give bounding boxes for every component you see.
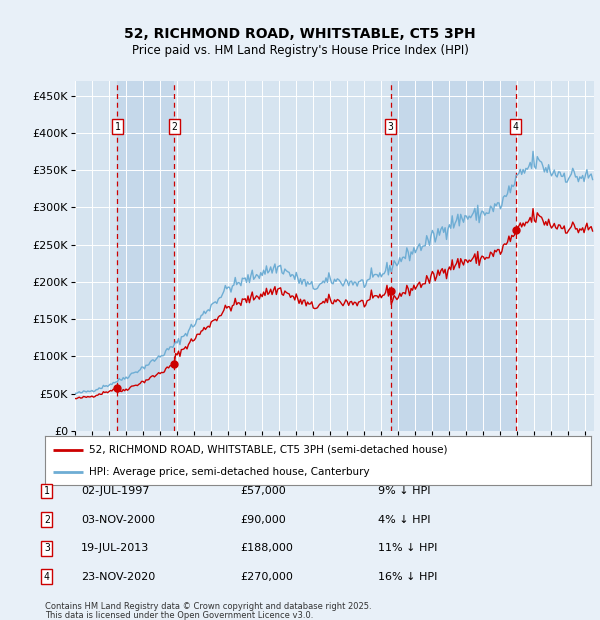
Text: 2: 2 <box>172 122 177 132</box>
Text: 2: 2 <box>44 515 50 525</box>
Bar <box>175 81 391 431</box>
Text: 03-NOV-2000: 03-NOV-2000 <box>81 515 155 525</box>
Text: 4% ↓ HPI: 4% ↓ HPI <box>378 515 431 525</box>
Bar <box>118 81 175 431</box>
Bar <box>515 81 594 431</box>
Text: £188,000: £188,000 <box>240 543 293 553</box>
Text: 1: 1 <box>44 486 50 496</box>
Text: 1: 1 <box>115 122 121 132</box>
Text: 4: 4 <box>44 572 50 582</box>
Text: 3: 3 <box>388 122 394 132</box>
Text: Contains HM Land Registry data © Crown copyright and database right 2025.: Contains HM Land Registry data © Crown c… <box>45 602 371 611</box>
Bar <box>75 81 118 431</box>
Text: This data is licensed under the Open Government Licence v3.0.: This data is licensed under the Open Gov… <box>45 611 313 619</box>
Text: 9% ↓ HPI: 9% ↓ HPI <box>378 486 431 496</box>
Text: 16% ↓ HPI: 16% ↓ HPI <box>378 572 437 582</box>
Text: 02-JUL-1997: 02-JUL-1997 <box>81 486 149 496</box>
Bar <box>391 81 515 431</box>
Text: HPI: Average price, semi-detached house, Canterbury: HPI: Average price, semi-detached house,… <box>89 467 370 477</box>
Text: 3: 3 <box>44 543 50 553</box>
Text: 52, RICHMOND ROAD, WHITSTABLE, CT5 3PH: 52, RICHMOND ROAD, WHITSTABLE, CT5 3PH <box>124 27 476 41</box>
Text: £270,000: £270,000 <box>240 572 293 582</box>
Text: 23-NOV-2020: 23-NOV-2020 <box>81 572 155 582</box>
Text: £90,000: £90,000 <box>240 515 286 525</box>
Text: 4: 4 <box>513 122 518 132</box>
Text: 11% ↓ HPI: 11% ↓ HPI <box>378 543 437 553</box>
Text: 19-JUL-2013: 19-JUL-2013 <box>81 543 149 553</box>
Text: Price paid vs. HM Land Registry's House Price Index (HPI): Price paid vs. HM Land Registry's House … <box>131 45 469 57</box>
Text: 52, RICHMOND ROAD, WHITSTABLE, CT5 3PH (semi-detached house): 52, RICHMOND ROAD, WHITSTABLE, CT5 3PH (… <box>89 445 447 454</box>
Text: £57,000: £57,000 <box>240 486 286 496</box>
